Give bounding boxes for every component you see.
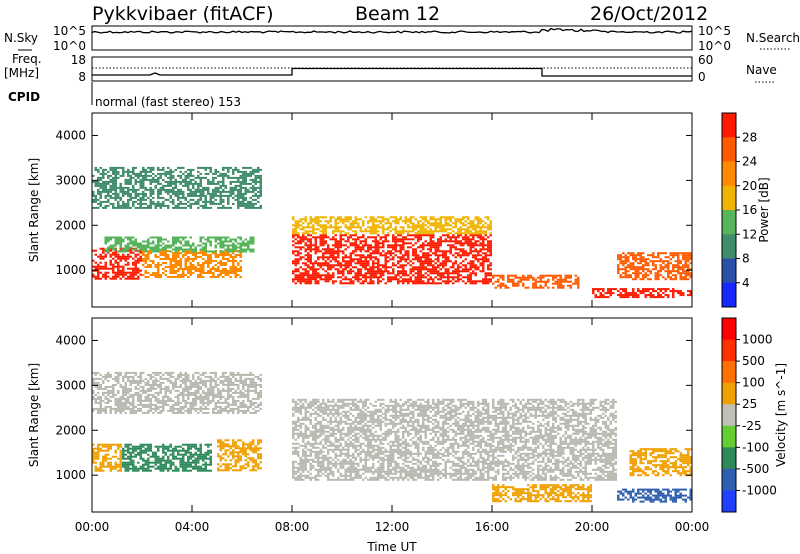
nsearch-tick-top: 10^5 [698,24,731,38]
freq-label: Freq. [12,52,42,66]
power-region-8 [617,252,692,281]
velocity-colorbar-tick-7: -1000 [742,483,777,497]
power-region-6 [492,274,580,289]
velocity-data-layer [92,371,692,503]
power-region-5 [292,216,492,235]
nsky-tick-top: 10^5 [53,24,86,38]
power-colorbar-tick-4: 20 [742,179,757,193]
velocity-region-7 [617,488,692,503]
velocity-region-0 [92,443,122,472]
velocity-colorbar-tick-6: -500 [742,462,769,476]
power-colorbar-seg-3 [722,185,736,211]
power-colorbar-seg-6 [722,258,736,284]
velocity-region-4 [292,398,617,481]
nsky-panel [91,25,693,51]
velocity-region-1 [122,443,212,472]
velocity-colorbar-tick-2: 100 [742,376,765,390]
cpid-text: normal (fast stereo) 153 [95,95,241,109]
velocity-ytick-3: 4000 [55,333,86,347]
power-colorbar-label: Power [dB] [757,177,771,242]
power-colorbar-tick-6: 28 [742,130,757,144]
velocity-colorbar-seg-1 [722,339,736,362]
xtick-1: 04:00 [175,520,210,534]
velocity-colorbar-seg-6 [722,447,736,470]
freq-tick-top: 18 [71,53,86,67]
nsky-trace [91,27,693,34]
x-axis-label: Time UT [366,540,417,554]
power-colorbar: 4 8 12 16 20 24 28 [721,112,757,308]
nsearch-tick-bottom: 10^0 [698,39,731,53]
velocity-ylabel: Slant Range [km] [27,363,41,467]
xtick-3: 12:00 [375,520,410,534]
freq-tick-bottom: 8 [78,70,86,84]
xtick-4: 16:00 [475,520,510,534]
power-colorbar-seg-4 [722,210,736,235]
power-colorbar-tick-2: 12 [742,227,757,241]
power-ytick-0: 1000 [55,263,86,277]
power-colorbar-tick-3: 16 [742,203,757,217]
nsky-label: N.Sky [4,31,38,45]
xtick-0: 00:00 [75,520,110,534]
velocity-region-3 [92,371,262,414]
velocity-colorbar-label: Velocity [m s^-1] [774,363,788,467]
xtick-6: 00:00 [675,520,710,534]
velocity-region-2 [217,439,262,472]
power-region-4 [292,234,492,285]
power-region-3 [92,166,262,209]
freq-panel [91,56,693,82]
power-colorbar-seg-2 [722,161,736,187]
velocity-colorbar-seg-4 [722,404,736,427]
power-region-1 [142,250,242,278]
nsearch-label: N.Search [746,31,800,45]
power-ytick-1: 2000 [55,218,86,232]
velocity-region-6 [629,448,692,477]
power-axes: 1000 2000 3000 4000 [55,113,693,307]
power-region-2 [104,236,255,253]
velocity-colorbar-seg-3 [722,382,736,405]
power-region-7 [592,288,692,299]
velocity-colorbar-tick-4: -25 [742,419,762,433]
velocity-colorbar-tick-3: 25 [742,397,757,411]
nave-tick-bottom: 0 [698,70,706,84]
power-colorbar-seg-7 [722,282,736,308]
velocity-colorbar-tick-1: 500 [742,354,765,368]
xtick-2: 08:00 [275,520,310,534]
nsky-tick-bottom: 10^0 [53,39,86,53]
power-colorbar-tick-1: 8 [742,252,750,266]
velocity-axes: 1000 2000 3000 4000 00:00 04:00 08:00 12:00 16:0… [55,318,709,534]
velocity-colorbar-seg-5 [722,425,736,448]
velocity-colorbar-tick-0: 1000 [742,333,773,347]
freq-unit: [MHz] [4,66,39,80]
power-colorbar-seg-5 [722,234,736,259]
station-title: Pykkvibaer (fitACF) [92,3,274,25]
power-colorbar-tick-5: 24 [742,155,757,169]
power-colorbar-tick-0: 4 [742,276,750,290]
nave-tick-top: 60 [698,53,713,67]
power-colorbar-seg-1 [722,137,736,162]
velocity-colorbar-seg-2 [722,361,736,384]
freq-trace [92,67,692,77]
nave-label: Nave [746,63,777,77]
velocity-region-5 [492,484,592,503]
velocity-ytick-1: 2000 [55,423,86,437]
power-colorbar-seg-0 [722,113,736,138]
velocity-ytick-2: 3000 [55,378,86,392]
velocity-ytick-0: 1000 [55,468,86,482]
power-ylabel: Slant Range [km] [27,158,41,262]
power-ytick-2: 3000 [55,173,86,187]
velocity-colorbar-seg-8 [722,490,736,513]
velocity-colorbar-seg-7 [722,468,736,491]
velocity-colorbar-seg-0 [722,318,736,341]
power-ytick-3: 4000 [55,128,86,142]
xtick-5: 20:00 [575,520,610,534]
power-data-layer [92,166,692,299]
date-title: 26/Oct/2012 [590,3,708,25]
beam-title: Beam 12 [355,3,440,25]
cpid-label: CPID [8,90,40,104]
velocity-colorbar: 1000 500 100 25 -25 -100 -500 -1000 [721,317,777,513]
velocity-colorbar-tick-5: -100 [742,440,769,454]
